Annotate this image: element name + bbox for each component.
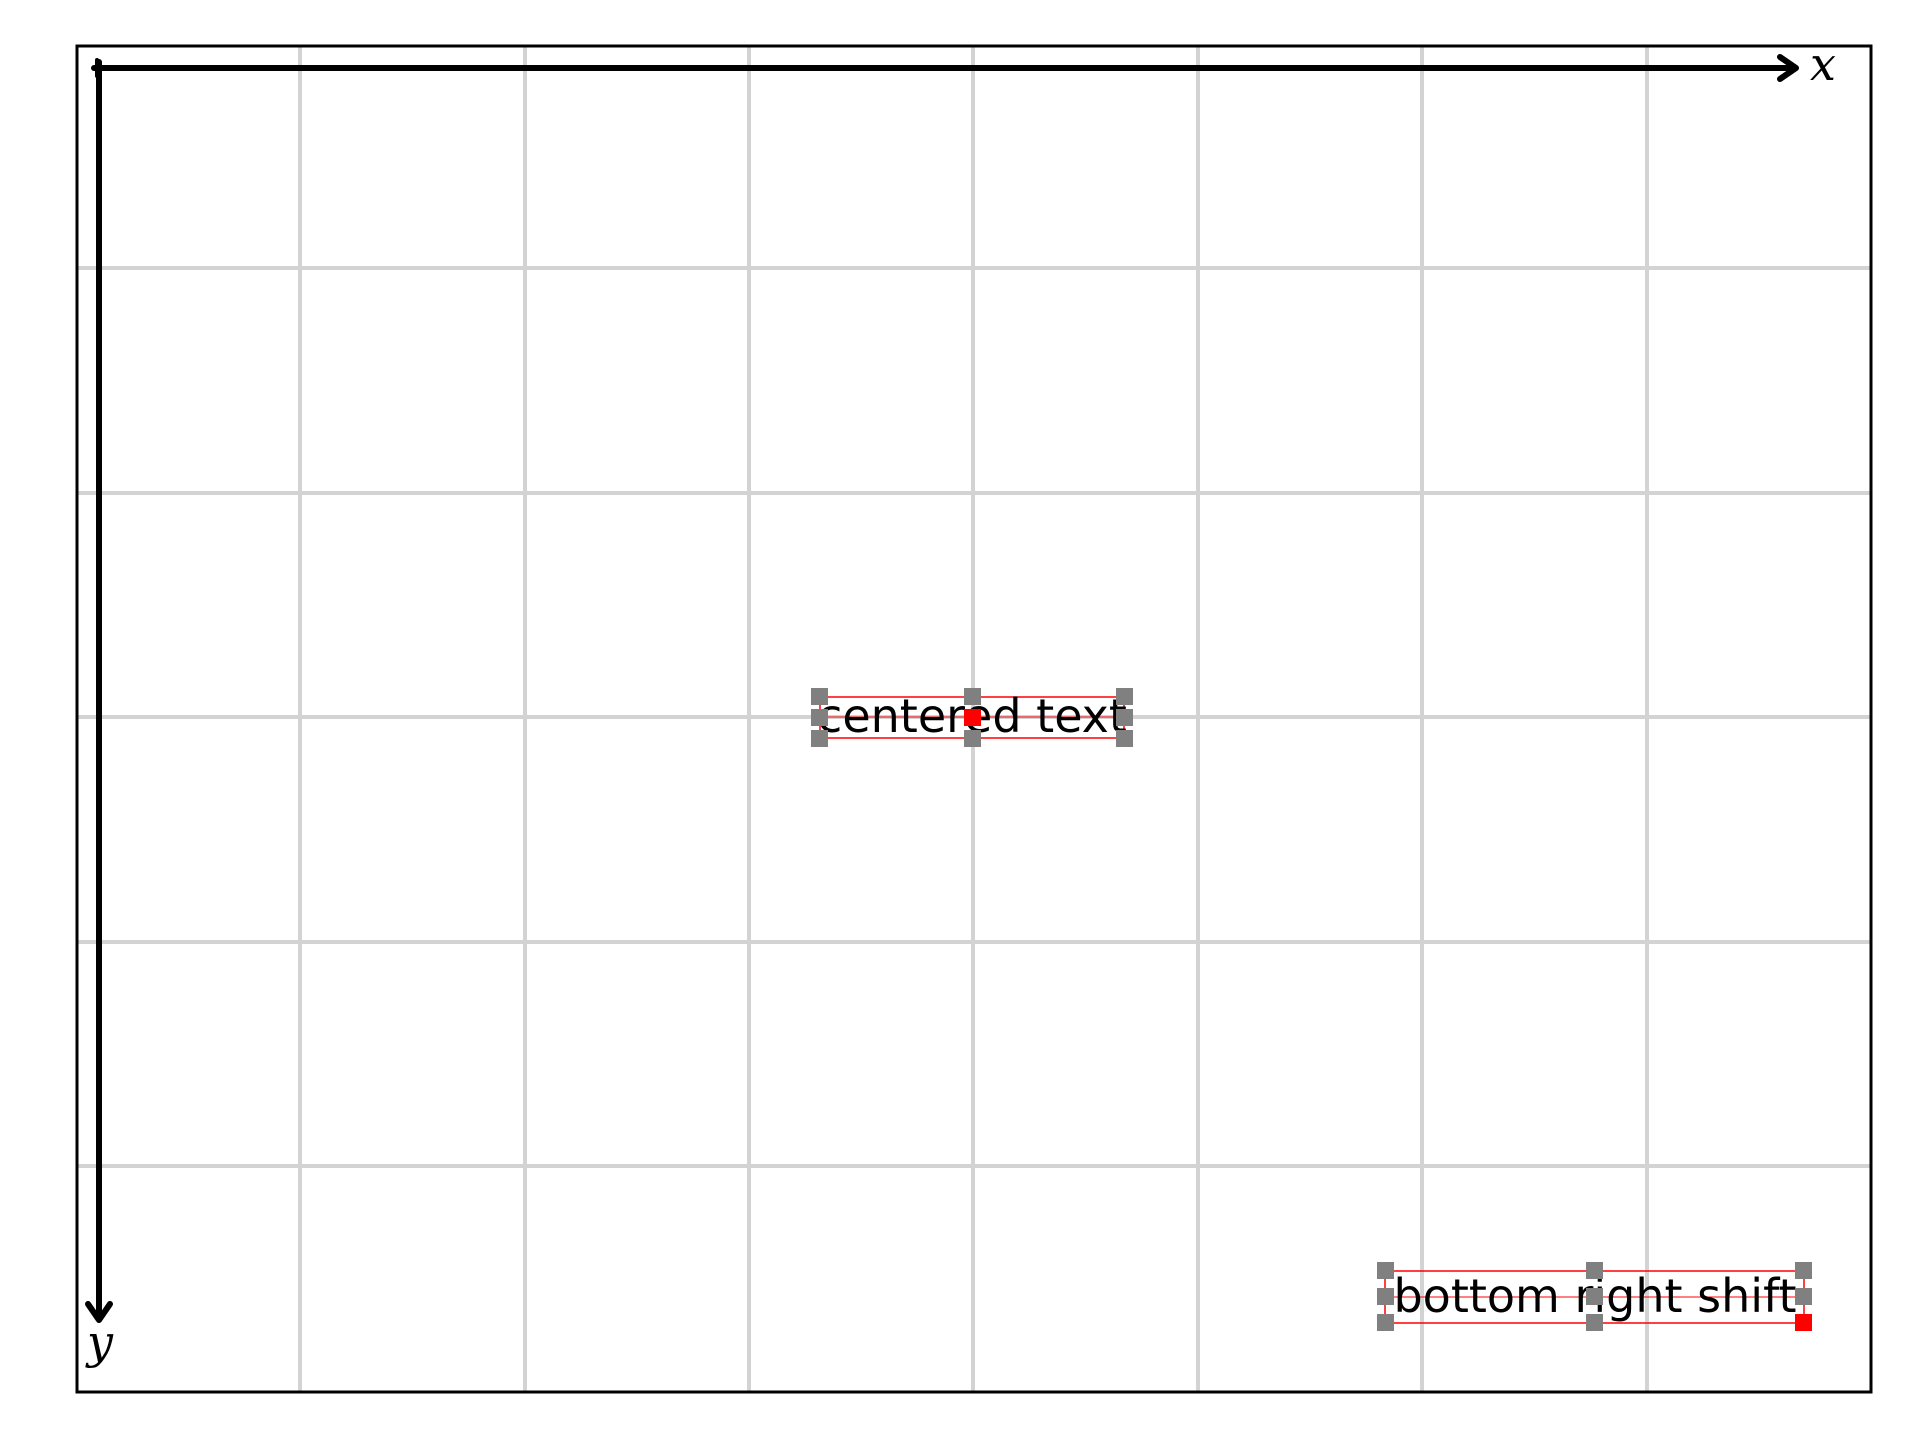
y-axis-label: y xyxy=(85,1315,114,1369)
bottom-right-text-anchor[interactable] xyxy=(1795,1314,1812,1331)
x-axis-label: x xyxy=(1810,37,1836,91)
handle-south-west[interactable] xyxy=(811,730,828,747)
plot-frame xyxy=(75,44,1873,1394)
x-axis xyxy=(91,54,1799,82)
x-axis-arrowhead xyxy=(1777,54,1799,82)
handle-north[interactable] xyxy=(964,688,981,705)
handle-east[interactable] xyxy=(1116,709,1133,726)
y-axis-arrowhead xyxy=(85,1301,113,1323)
handle-north-east[interactable] xyxy=(1116,688,1133,705)
y-axis xyxy=(85,59,113,1323)
handle-east[interactable] xyxy=(1795,1288,1812,1305)
handle-north-west[interactable] xyxy=(811,688,828,705)
handle-south-west[interactable] xyxy=(1377,1314,1394,1331)
grid xyxy=(77,47,1871,1392)
handle-west[interactable] xyxy=(1377,1288,1394,1305)
centered-text-node[interactable]: centered text xyxy=(811,688,1133,747)
handle-center[interactable] xyxy=(1586,1288,1603,1305)
handle-north[interactable] xyxy=(1586,1262,1603,1279)
handle-south[interactable] xyxy=(1586,1314,1603,1331)
bottom-right-text-node[interactable]: bottom right shift xyxy=(1377,1262,1812,1331)
handle-south[interactable] xyxy=(964,730,981,747)
centered-text-anchor[interactable] xyxy=(964,709,981,726)
handle-south-east[interactable] xyxy=(1116,730,1133,747)
handle-north-west[interactable] xyxy=(1377,1262,1394,1279)
bottom-right-text-handles[interactable] xyxy=(1377,1262,1812,1331)
handle-north-east[interactable] xyxy=(1795,1262,1812,1279)
centered-text-handles[interactable] xyxy=(811,688,1133,747)
handle-west[interactable] xyxy=(811,709,828,726)
